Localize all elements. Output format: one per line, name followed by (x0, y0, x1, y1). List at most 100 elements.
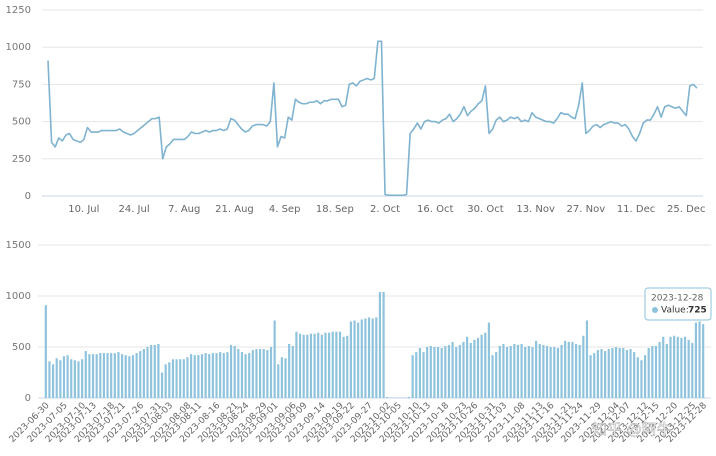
bar (357, 322, 360, 398)
bar (614, 347, 618, 398)
bar (320, 334, 323, 398)
tooltip: 2023-12-28 Value: 725 (644, 287, 712, 321)
bar (269, 347, 273, 398)
bar (291, 345, 294, 398)
bar (73, 360, 76, 398)
bar (673, 335, 676, 398)
bar (342, 336, 345, 398)
bar (131, 355, 135, 398)
bar (658, 341, 661, 398)
bar (360, 319, 363, 398)
bar (280, 357, 283, 398)
bar (535, 340, 538, 398)
bar (527, 345, 530, 398)
bar (429, 345, 432, 398)
bar (625, 350, 629, 398)
x-tick-label: 27. Nov (567, 204, 606, 215)
bar (255, 349, 258, 398)
bar (393, 397, 396, 398)
bar (349, 321, 352, 398)
x-tick-label: 10. Jul (68, 204, 99, 215)
tooltip-date: 2023-12-28 (651, 294, 704, 304)
bar (643, 355, 647, 398)
bar (331, 331, 334, 398)
y-tick-label: 1000 (6, 291, 31, 302)
watermark: 知乎 @阿牛 (592, 421, 672, 439)
bar (593, 353, 596, 398)
bar (386, 396, 389, 398)
x-tick-label: 18. Sep (316, 204, 354, 215)
bar (698, 321, 701, 398)
bar (662, 336, 665, 398)
bar (436, 347, 440, 398)
bar (560, 344, 563, 398)
bar (538, 343, 541, 398)
bar (451, 341, 454, 398)
bar (574, 343, 578, 398)
bar (298, 333, 302, 398)
bar (524, 347, 527, 398)
bar (128, 356, 131, 398)
bar (240, 352, 244, 398)
bar (531, 347, 534, 398)
bar (157, 343, 160, 398)
bar (571, 341, 574, 398)
bar (397, 397, 400, 398)
bar (309, 333, 313, 398)
bar (200, 354, 204, 398)
bar (611, 348, 614, 398)
bar (313, 333, 316, 398)
bar (582, 335, 585, 398)
bar (150, 344, 153, 398)
bar (505, 347, 509, 398)
bar (382, 291, 385, 398)
y-tick-label: 0 (25, 393, 31, 404)
bar (288, 343, 291, 398)
bar (317, 332, 320, 398)
bar (654, 345, 658, 398)
bar (284, 358, 287, 398)
bar (466, 336, 469, 398)
bar (367, 317, 371, 398)
bar (687, 339, 690, 398)
bar (306, 334, 309, 398)
bar (44, 305, 47, 398)
y-tick-label: 250 (12, 154, 31, 165)
bar (426, 347, 429, 398)
bar (516, 344, 520, 398)
bar (542, 344, 545, 398)
bar (222, 353, 225, 398)
bar (676, 336, 679, 398)
bar (411, 355, 414, 398)
bar (226, 352, 229, 398)
bar (66, 355, 69, 398)
bar (589, 355, 592, 398)
bar (422, 352, 425, 398)
x-tick-label: 4. Sep (269, 204, 301, 215)
x-tick-label: 30. Oct (467, 204, 503, 215)
bar (182, 359, 185, 398)
bar (215, 353, 218, 398)
x-tick-label: 16. Oct (417, 204, 453, 215)
bar (193, 355, 196, 398)
tooltip-box (644, 287, 712, 321)
bar (680, 337, 683, 398)
bar (389, 397, 392, 398)
y-tick-label: 1500 (6, 240, 31, 251)
bar (88, 354, 91, 398)
tooltip-marker (652, 307, 658, 313)
bar (484, 332, 487, 398)
bar (502, 343, 505, 398)
bar (604, 351, 607, 398)
bar (553, 347, 556, 398)
tooltip-value: 725 (688, 306, 707, 316)
bar (636, 357, 639, 398)
bar (607, 349, 610, 398)
x-tick-label: 13. Nov (516, 204, 555, 215)
bar (455, 347, 458, 398)
bar (495, 352, 498, 398)
x-tick-label: 21. Aug (215, 204, 254, 215)
bar (135, 353, 138, 398)
x-tick-label: 2. Oct (370, 204, 400, 215)
